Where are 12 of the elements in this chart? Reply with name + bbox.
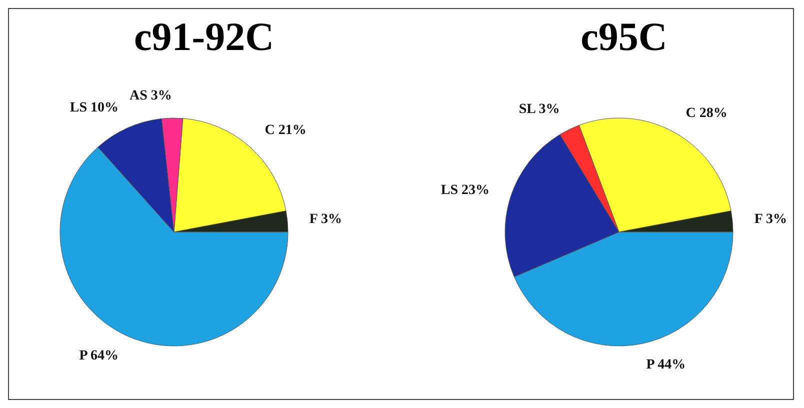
- slice-label: LS 23%: [440, 182, 490, 198]
- slice-label: AS 3%: [129, 88, 172, 104]
- slice-label: F 3%: [309, 212, 342, 227]
- slice-label: SL 3%: [518, 102, 560, 118]
- chart-title: c91-92C: [133, 13, 275, 60]
- slice-label: F 3%: [754, 212, 787, 227]
- slice-label: C 21%: [264, 123, 306, 138]
- slice-label: P 64%: [79, 348, 119, 364]
- slice-label: C 28%: [686, 106, 728, 122]
- slice-label: P 44%: [646, 358, 686, 373]
- chart-title: c95C: [580, 13, 668, 60]
- slice-label: LS 10%: [70, 100, 119, 116]
